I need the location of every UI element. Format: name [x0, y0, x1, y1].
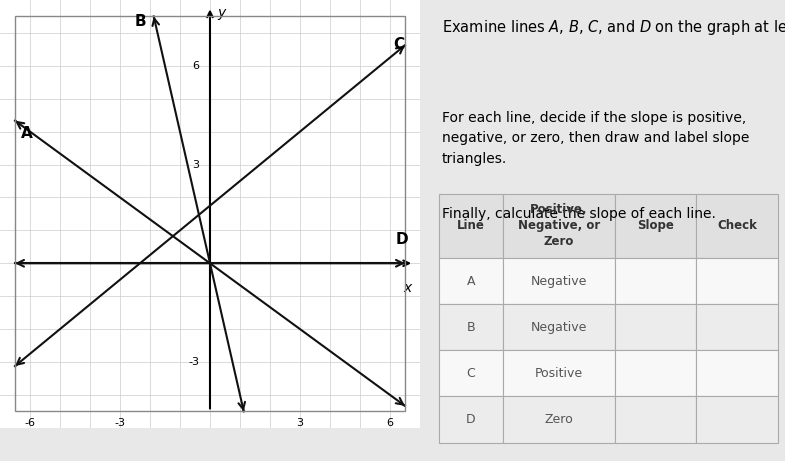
- Text: Finally, calculate the slope of each line.: Finally, calculate the slope of each lin…: [442, 207, 716, 221]
- Bar: [439, 258, 503, 304]
- Text: D: D: [396, 231, 409, 247]
- Text: For each line, decide if the slope is positive,
negative, or zero, then draw and: For each line, decide if the slope is po…: [442, 111, 750, 166]
- Text: y: y: [217, 6, 226, 20]
- Text: ∧: ∧: [143, 10, 152, 23]
- Bar: [615, 194, 696, 258]
- Text: 3: 3: [192, 160, 199, 170]
- Text: Negative: Negative: [531, 275, 587, 288]
- Text: Positive,
Negative, or
Zero: Positive, Negative, or Zero: [518, 203, 600, 248]
- Bar: [696, 194, 778, 258]
- Text: ×: ×: [181, 10, 193, 24]
- Text: ✎: ✎: [6, 9, 19, 24]
- Text: Check: Check: [717, 219, 757, 232]
- Bar: [503, 304, 615, 350]
- Text: /: /: [29, 10, 33, 23]
- Text: A: A: [21, 126, 33, 141]
- Bar: [696, 258, 778, 304]
- Text: -3: -3: [188, 357, 199, 367]
- Text: B: B: [135, 14, 147, 30]
- Bar: [503, 396, 615, 443]
- Bar: [615, 258, 696, 304]
- Bar: [696, 396, 778, 443]
- Bar: [696, 350, 778, 396]
- Bar: [503, 258, 615, 304]
- Text: A: A: [466, 275, 475, 288]
- Bar: [615, 350, 696, 396]
- Text: Zero: Zero: [545, 413, 573, 426]
- Bar: [503, 350, 615, 396]
- Text: Positive: Positive: [535, 367, 583, 380]
- Circle shape: [0, 6, 246, 27]
- Text: √±: √±: [61, 10, 80, 23]
- Text: Line: Line: [457, 219, 484, 232]
- Bar: [439, 304, 503, 350]
- Text: -3: -3: [115, 418, 126, 428]
- Text: Slope: Slope: [637, 219, 674, 232]
- Text: ∧: ∧: [160, 10, 170, 23]
- Bar: [439, 194, 503, 258]
- Text: C: C: [466, 367, 475, 380]
- Bar: [439, 396, 503, 443]
- Bar: [696, 304, 778, 350]
- Text: Examine lines $A$, $B$, $C$, and $D$ on the graph at left.: Examine lines $A$, $B$, $C$, and $D$ on …: [442, 18, 785, 37]
- Text: -6: -6: [24, 418, 35, 428]
- Bar: [615, 304, 696, 350]
- Text: lo: lo: [104, 12, 114, 22]
- Text: D: D: [466, 413, 476, 426]
- Text: B: B: [466, 321, 475, 334]
- Text: Tr: Tr: [44, 10, 55, 23]
- Text: C: C: [393, 37, 404, 53]
- Text: 3: 3: [297, 418, 304, 428]
- Bar: [2, 3, 25, 30]
- Text: 6: 6: [192, 61, 199, 71]
- Bar: [615, 396, 696, 443]
- Text: x: x: [403, 281, 412, 296]
- Text: 6: 6: [386, 418, 393, 428]
- Text: Negative: Negative: [531, 321, 587, 334]
- Bar: [503, 194, 615, 258]
- Bar: [439, 350, 503, 396]
